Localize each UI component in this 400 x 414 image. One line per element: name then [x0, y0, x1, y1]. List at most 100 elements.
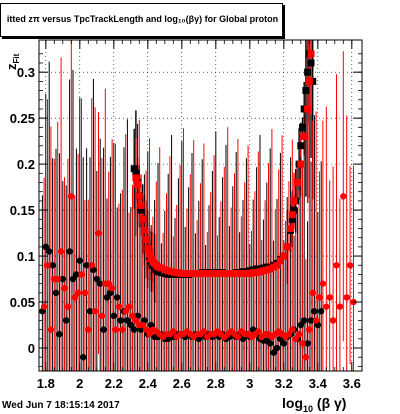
data-point-circle: [69, 275, 77, 283]
x-axis-title-sub: 10: [303, 404, 313, 414]
data-point-circle: [112, 326, 119, 333]
data-point-circle: [91, 308, 99, 315]
x-tick-label: 3.4: [309, 376, 328, 391]
data-point-circle: [346, 262, 354, 269]
x-tick-label: 3.2: [275, 376, 293, 391]
data-point-circle: [125, 303, 133, 310]
data-point-square: [288, 211, 296, 219]
data-point-circle: [292, 335, 299, 343]
x-tick-label: 2.4: [139, 376, 158, 391]
x-tick-label: 2.6: [173, 376, 191, 391]
data-point-square: [142, 236, 150, 244]
data-point-circle: [301, 317, 308, 324]
data-point-circle: [285, 331, 293, 338]
y-tick-label: 0.15: [10, 203, 35, 218]
data-point-circle: [340, 193, 347, 200]
data-point-square: [146, 250, 153, 258]
plot-frame: [38, 39, 363, 372]
data-point-circle: [71, 294, 78, 301]
data-point-circle: [88, 262, 95, 269]
data-point-circle: [44, 262, 51, 269]
y-axis-title-sub: Fit: [12, 53, 21, 63]
data-point-circle: [74, 289, 82, 297]
data-point-circle: [47, 326, 55, 333]
x-axis-title-main: log: [282, 395, 303, 411]
data-point-circle: [62, 317, 70, 324]
data-point-circle: [280, 340, 287, 347]
data-point-circle: [170, 328, 177, 335]
data-point-circle: [110, 312, 118, 320]
data-point-circle: [129, 312, 136, 320]
data-point-circle: [307, 317, 315, 324]
data-point-circle: [270, 349, 277, 356]
data-point-circle: [142, 326, 150, 333]
data-point-square: [300, 133, 308, 141]
data-point-circle: [127, 321, 134, 329]
data-point-circle: [46, 248, 53, 255]
data-point-circle: [297, 321, 304, 329]
data-point-circle: [86, 308, 94, 315]
data-point-circle: [319, 280, 327, 287]
title-box: itted zπ versus TpcTrackLength and log₁₀…: [0, 3, 283, 37]
data-point-circle: [54, 275, 61, 283]
data-point-square: [305, 77, 313, 85]
data-point-circle: [306, 326, 313, 333]
data-point-circle: [318, 308, 325, 315]
data-point-circle: [326, 294, 333, 301]
x-axis-title-tail: (β γ): [313, 395, 346, 411]
data-point-square: [288, 215, 296, 223]
data-point-circle: [100, 326, 107, 333]
data-point-square: [132, 169, 140, 177]
data-point-circle: [93, 275, 101, 283]
data-point-square: [307, 59, 315, 67]
y-axis-title-main: z: [4, 63, 19, 70]
data-point-circle: [40, 303, 48, 310]
y-tick-labels: 0 0.05 0.1 0.15 0.2 0.25 0.3: [10, 65, 35, 356]
data-point-circle: [255, 328, 262, 335]
data-point-circle: [117, 317, 124, 324]
data-point-circle: [83, 262, 90, 269]
data-point-circle: [343, 294, 350, 301]
x-tick-label: 1.8: [37, 376, 55, 391]
data-point-square: [299, 123, 306, 131]
data-point-circle: [119, 326, 126, 333]
data-point-circle: [66, 248, 73, 255]
data-point-circle: [97, 280, 104, 287]
data-point-circle: [59, 275, 66, 283]
data-point-square: [273, 261, 281, 269]
data-point-circle: [323, 303, 330, 310]
data-point-circle: [132, 317, 140, 324]
y-tick-label: 0.2: [17, 157, 35, 172]
data-point-circle: [309, 289, 316, 297]
y-tick-label: 0.25: [10, 111, 35, 126]
axis-ticks: [39, 40, 362, 371]
data-point-circle: [200, 328, 208, 335]
data-point-circle: [299, 340, 306, 347]
x-tick-labels: 1.8 2 2.2 2.4 2.6 2.8 3 3.2 3.4 3.6: [37, 376, 361, 391]
data-point-circle: [329, 317, 337, 324]
data-point-circle: [103, 294, 111, 301]
data-point-square: [137, 206, 145, 214]
data-point-circle: [114, 294, 121, 301]
data-point-square: [137, 202, 145, 209]
data-point-square: [293, 179, 301, 187]
data-point-square: [280, 252, 288, 260]
data-point-square: [304, 105, 312, 113]
data-point-square: [304, 68, 312, 76]
data-point-circle: [131, 326, 138, 333]
data-point-circle: [68, 193, 75, 200]
timestamp-footer: Wed Jun 7 18:15:14 2017: [2, 400, 120, 411]
y-tick-label: 0.1: [17, 249, 35, 264]
x-tick-label: 2.2: [105, 376, 123, 391]
data-point-circle: [42, 243, 49, 251]
data-point-circle: [52, 289, 60, 297]
data-point-circle: [312, 317, 320, 324]
data-point-circle: [124, 317, 131, 324]
data-point-circle: [304, 340, 311, 347]
data-point-circle: [73, 271, 80, 278]
data-point-circle: [76, 257, 84, 264]
x-tick-label: 3: [246, 376, 253, 391]
y-tick-label: 0.3: [17, 65, 35, 80]
data-point-circle: [302, 354, 310, 361]
data-point-circle: [115, 303, 123, 310]
